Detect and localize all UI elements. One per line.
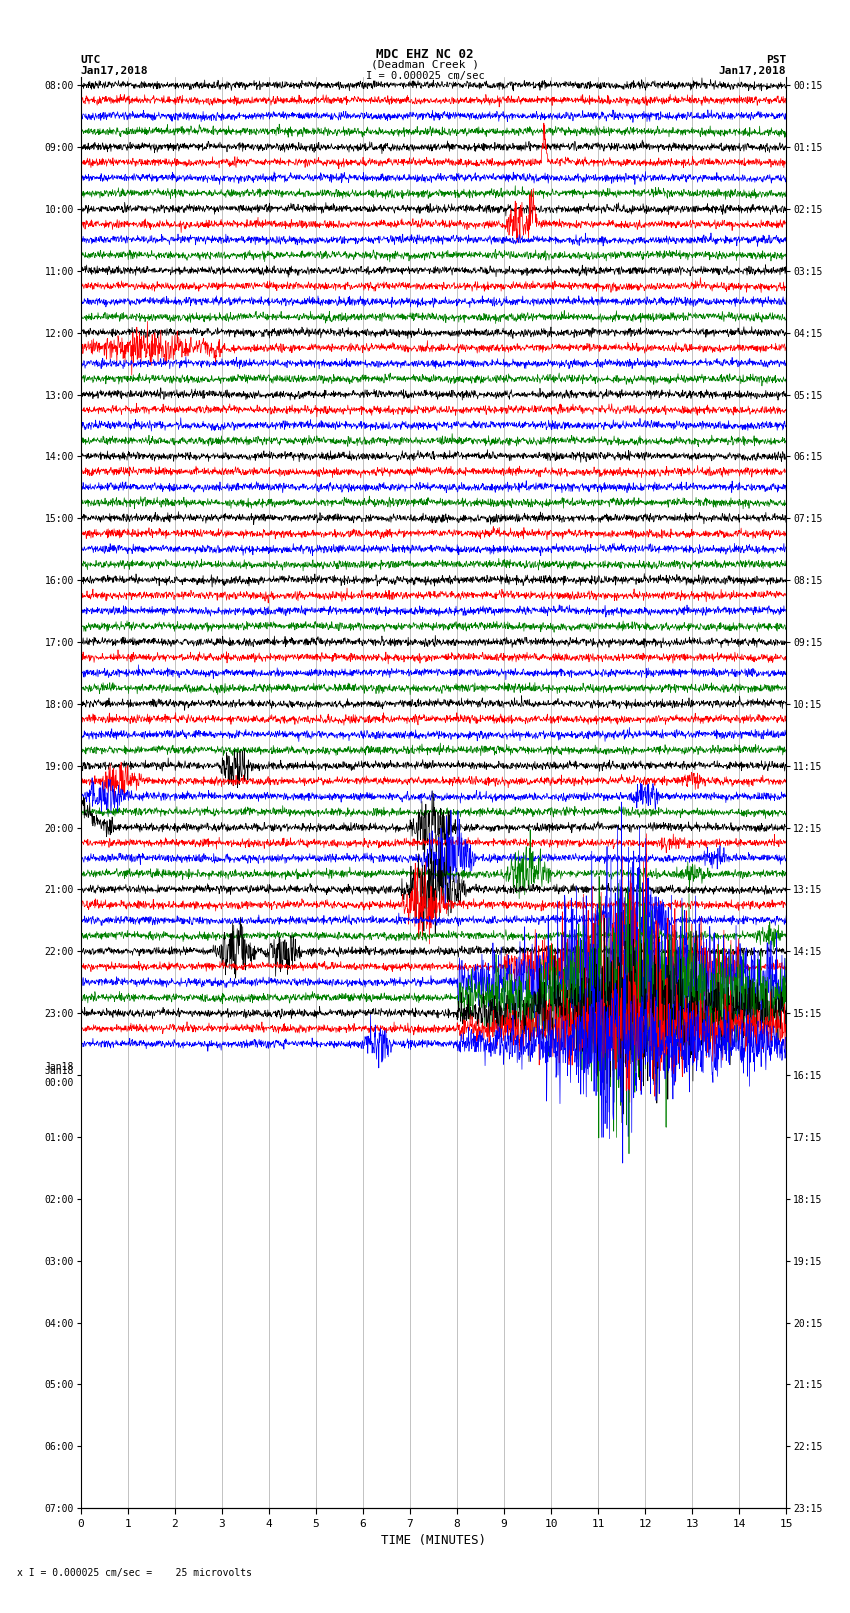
Text: MDC EHZ NC 02: MDC EHZ NC 02	[377, 48, 473, 61]
Text: (Deadman Creek ): (Deadman Creek )	[371, 60, 479, 69]
Text: x I = 0.000025 cm/sec =    25 microvolts: x I = 0.000025 cm/sec = 25 microvolts	[17, 1568, 252, 1578]
X-axis label: TIME (MINUTES): TIME (MINUTES)	[381, 1534, 486, 1547]
Text: Jan17,2018: Jan17,2018	[81, 66, 148, 76]
Text: I = 0.000025 cm/sec: I = 0.000025 cm/sec	[366, 71, 484, 81]
Text: UTC: UTC	[81, 55, 101, 65]
Text: PST: PST	[766, 55, 786, 65]
Text: Jan18: Jan18	[44, 1061, 74, 1071]
Text: Jan17,2018: Jan17,2018	[719, 66, 786, 76]
